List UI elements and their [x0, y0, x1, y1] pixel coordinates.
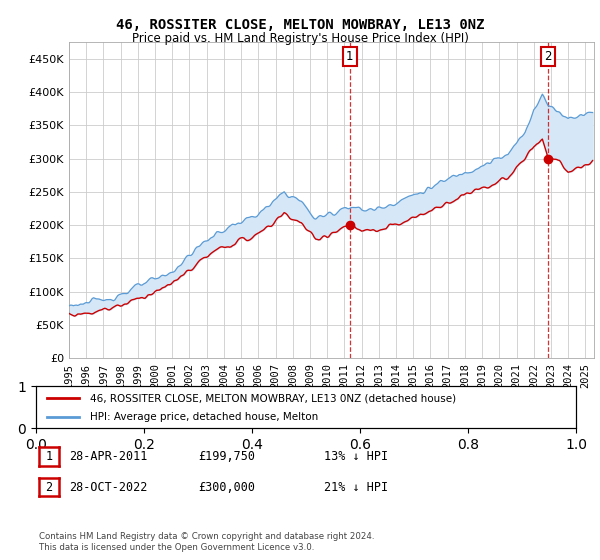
Text: 13% ↓ HPI: 13% ↓ HPI — [324, 450, 388, 463]
Text: 46, ROSSITER CLOSE, MELTON MOWBRAY, LE13 0NZ (detached house): 46, ROSSITER CLOSE, MELTON MOWBRAY, LE13… — [90, 393, 456, 403]
Text: 28-OCT-2022: 28-OCT-2022 — [69, 480, 148, 494]
Text: Contains HM Land Registry data © Crown copyright and database right 2024.
This d: Contains HM Land Registry data © Crown c… — [39, 532, 374, 552]
Text: 2: 2 — [46, 480, 52, 494]
Text: 46, ROSSITER CLOSE, MELTON MOWBRAY, LE13 0NZ: 46, ROSSITER CLOSE, MELTON MOWBRAY, LE13… — [116, 18, 484, 32]
Text: 1: 1 — [46, 450, 52, 463]
Text: 1: 1 — [346, 50, 353, 63]
Text: 2: 2 — [544, 50, 552, 63]
Text: 21% ↓ HPI: 21% ↓ HPI — [324, 480, 388, 494]
Text: £300,000: £300,000 — [198, 480, 255, 494]
Text: £199,750: £199,750 — [198, 450, 255, 463]
Text: Price paid vs. HM Land Registry's House Price Index (HPI): Price paid vs. HM Land Registry's House … — [131, 32, 469, 45]
Text: 28-APR-2011: 28-APR-2011 — [69, 450, 148, 463]
Text: HPI: Average price, detached house, Melton: HPI: Average price, detached house, Melt… — [90, 412, 318, 422]
